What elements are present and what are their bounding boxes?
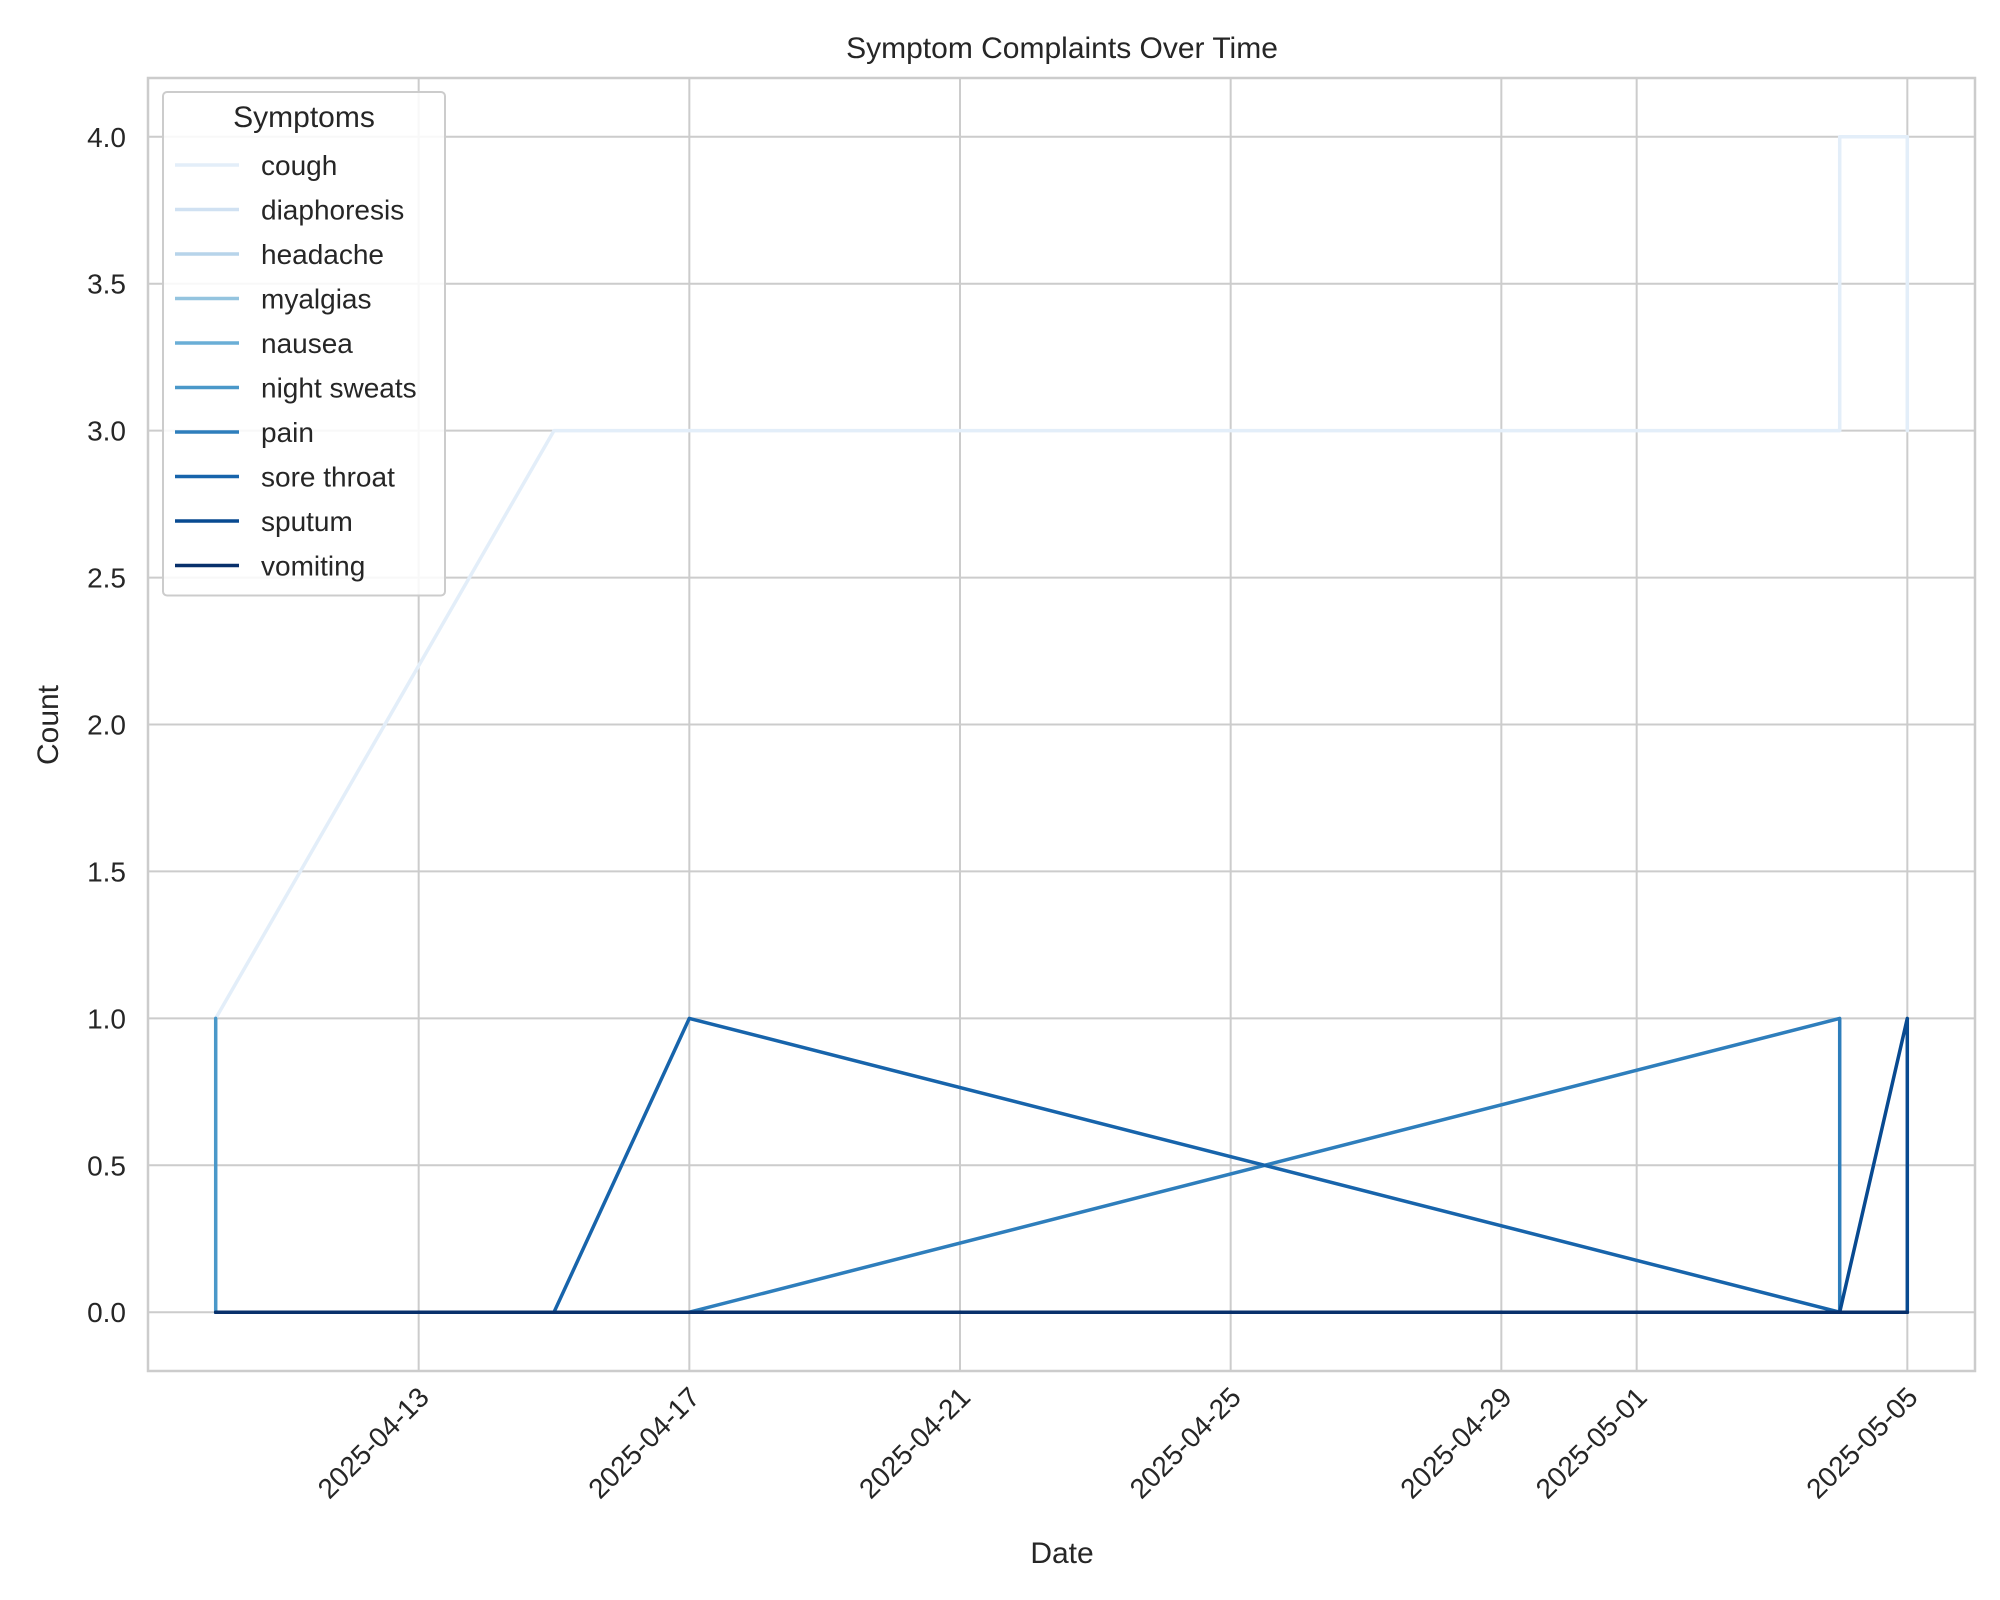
legend-item: myalgias (175, 284, 371, 315)
series-line-cough (213, 135, 1910, 1021)
legend-label: sputum (261, 506, 353, 537)
legend-item: headache (175, 239, 384, 270)
legend-label: headache (261, 239, 384, 270)
y-tick-label: 0.5 (87, 1150, 126, 1181)
y-tick-label: 1.0 (87, 1003, 126, 1034)
grid (148, 78, 1975, 1371)
y-axis-label: Count (32, 684, 65, 765)
legend-label: myalgias (261, 284, 371, 315)
legend: Symptoms cough diaphoresis headache myalgia… (162, 91, 446, 597)
y-tick-label: 4.0 (87, 122, 126, 153)
legend-label: cough (261, 150, 337, 181)
legend-items: cough diaphoresis headache myalgias nausea ni… (175, 150, 417, 582)
legend-title: Symptoms (233, 101, 375, 134)
legend-label: night sweats (261, 373, 417, 404)
legend-item: diaphoresis (175, 195, 404, 226)
y-tick-label: 2.5 (87, 563, 126, 594)
series-layer (213, 135, 1910, 1314)
legend-item: cough (175, 150, 337, 181)
y-tick-label: 3.0 (87, 416, 126, 447)
y-axis-ticks: 0.0 0.5 1.0 1.5 2.0 2.5 3.0 3.5 4.0 (87, 122, 126, 1328)
y-tick-label: 0.0 (87, 1297, 126, 1328)
legend-item: pain (175, 417, 314, 448)
legend-item: sore throat (175, 462, 395, 493)
legend-item: night sweats (175, 373, 417, 404)
chart-title: Symptom Complaints Over Time (846, 32, 1278, 65)
x-axis-label: Date (1030, 1537, 1093, 1570)
legend-label: nausea (261, 328, 353, 359)
y-tick-label: 2.0 (87, 710, 126, 741)
legend-box (162, 91, 446, 597)
legend-label: diaphoresis (261, 195, 404, 226)
legend-item: sputum (175, 506, 353, 537)
legend-item: vomiting (175, 551, 365, 582)
y-tick-label: 3.5 (87, 269, 126, 300)
legend-item: nausea (175, 328, 353, 359)
legend-label: pain (261, 417, 314, 448)
plot-frame (146, 76, 1977, 1373)
y-tick-label: 1.5 (87, 856, 126, 887)
legend-label: sore throat (261, 462, 395, 493)
legend-label: vomiting (261, 551, 365, 582)
